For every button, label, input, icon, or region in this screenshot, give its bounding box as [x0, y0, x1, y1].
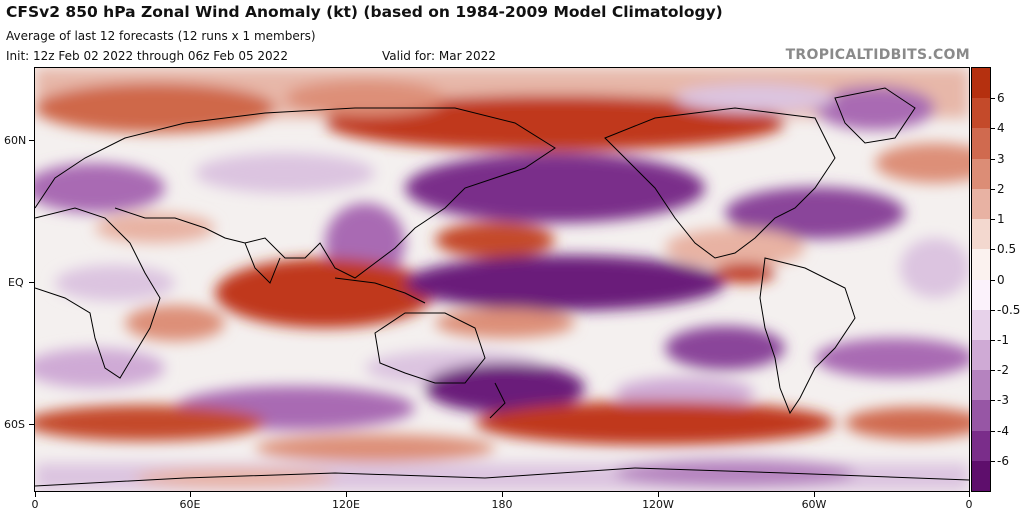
- colorbar-segment: [972, 219, 990, 250]
- coastlines: [35, 87, 969, 487]
- x-label-180: 180: [491, 498, 513, 511]
- x-tick: [658, 492, 659, 497]
- x-label-120e: 120E: [332, 498, 360, 511]
- colorbar-tick: [991, 339, 995, 341]
- colorbar-segment: [972, 158, 990, 190]
- colorbar-tick: [991, 158, 995, 160]
- colorbar-label: -4: [997, 423, 1009, 438]
- colorbar-label: 3: [997, 151, 1005, 166]
- colorbar-label: -2: [997, 363, 1009, 378]
- x-tick: [190, 492, 191, 497]
- colorbar-segment: [972, 68, 990, 99]
- forecast-subtitle: Average of last 12 forecasts (12 runs x …: [6, 29, 316, 43]
- colorbar-tick: [991, 279, 995, 281]
- y-tick: [29, 140, 34, 141]
- colorbar-label: -1: [997, 332, 1009, 347]
- colorbar-tick: [991, 370, 995, 372]
- colorbar: [971, 67, 991, 492]
- colorbar-tick: [991, 128, 995, 130]
- x-label-0: 0: [31, 498, 39, 511]
- colorbar-segment: [972, 339, 990, 371]
- colorbar-segment: [972, 188, 990, 220]
- colorbar-label: 0.5: [997, 242, 1017, 257]
- colorbar-segment: [972, 279, 990, 311]
- colorbar-segment: [972, 128, 990, 160]
- x-tick: [346, 492, 347, 497]
- x-label-120w: 120W: [642, 498, 674, 511]
- colorbar-label: 0: [997, 272, 1005, 287]
- valid-time: Valid for: Mar 2022: [382, 49, 496, 63]
- y-label-eq: EQ: [8, 276, 24, 289]
- colorbar-label: -0.5: [997, 302, 1021, 317]
- x-tick: [502, 492, 503, 497]
- colorbar-tick: [991, 98, 995, 100]
- init-time: Init: 12z Feb 02 2022 through 06z Feb 05…: [6, 49, 288, 63]
- colorbar-segment: [972, 430, 990, 462]
- colorbar-segment: [972, 98, 990, 129]
- colorbar-label: 1: [997, 212, 1005, 227]
- colorbar-label: -6: [997, 453, 1009, 468]
- x-tick: [814, 492, 815, 497]
- colorbar-tick: [991, 249, 995, 251]
- colorbar-segment: [972, 460, 990, 491]
- y-label-60s: 60S: [4, 418, 25, 431]
- x-label-60e: 60E: [179, 498, 201, 511]
- colorbar-tick: [991, 188, 995, 190]
- colorbar-tick: [991, 460, 995, 462]
- colorbar-label: -3: [997, 393, 1009, 408]
- anomaly-field: [35, 68, 969, 491]
- x-label-0-end: 0: [965, 498, 973, 511]
- colorbar-segment: [972, 309, 990, 341]
- brand-watermark: TROPICALTIDBITS.COM: [785, 47, 970, 63]
- colorbar-segment: [972, 400, 990, 432]
- x-tick: [969, 492, 970, 497]
- colorbar-tick: [991, 309, 995, 311]
- colorbar-tick: [991, 219, 995, 221]
- colorbar-tick: [991, 400, 995, 402]
- colorbar-label: 2: [997, 181, 1005, 196]
- colorbar-segment: [972, 370, 990, 401]
- page-title: CFSv2 850 hPa Zonal Wind Anomaly (kt) (b…: [6, 3, 723, 21]
- y-tick: [29, 424, 34, 425]
- y-label-60n: 60N: [4, 134, 27, 147]
- colorbar-label: 4: [997, 121, 1005, 136]
- anomaly-map: [34, 67, 970, 492]
- colorbar-segment: [972, 249, 990, 280]
- y-tick: [29, 282, 34, 283]
- x-tick: [35, 492, 36, 497]
- colorbar-tick: [991, 430, 995, 432]
- x-label-60w: 60W: [801, 498, 827, 511]
- colorbar-label: 6: [997, 91, 1005, 106]
